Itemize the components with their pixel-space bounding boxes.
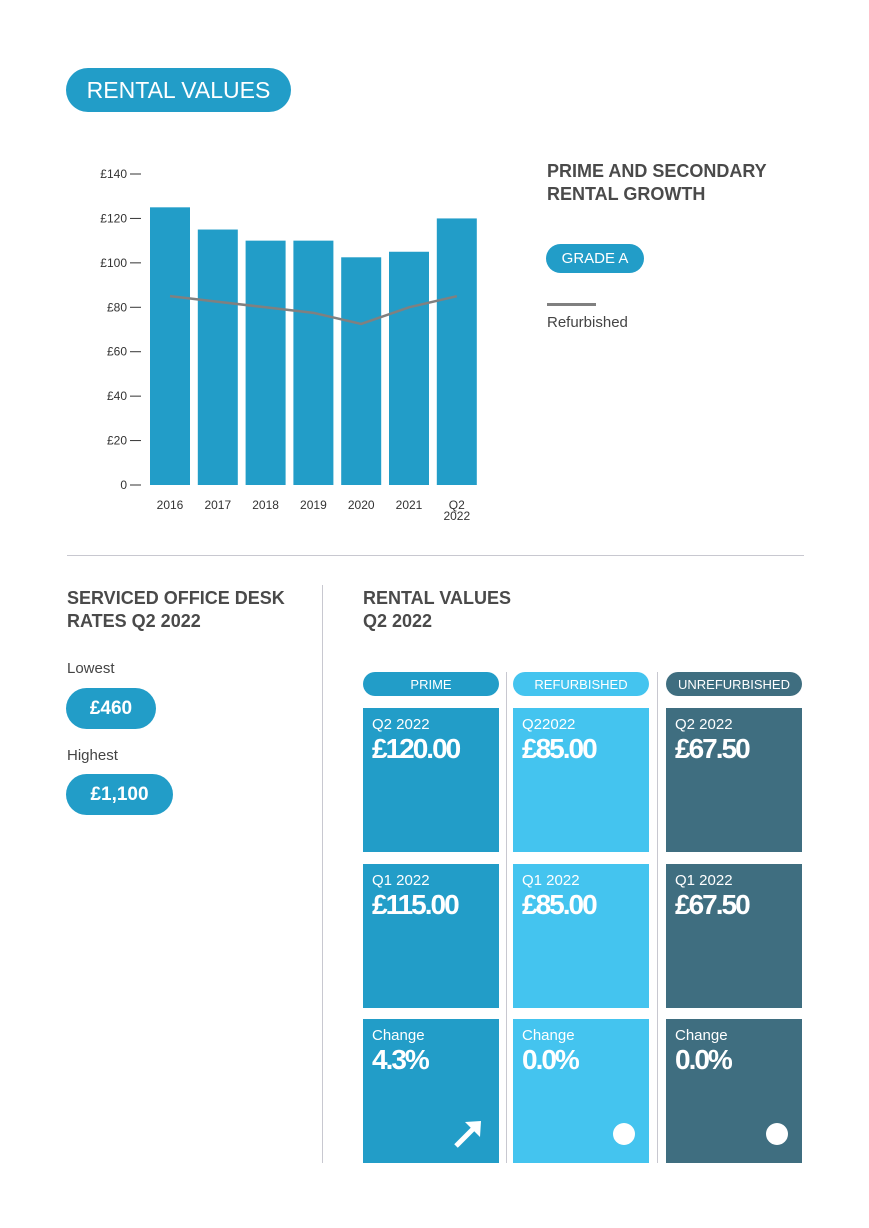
bar	[293, 240, 334, 485]
x-tick-label: 2018	[252, 498, 279, 512]
column-header-unrefurbished: UNREFURBISHED	[666, 672, 802, 696]
q2-card: Q22022 £85.00	[513, 708, 649, 852]
bar	[150, 207, 190, 486]
x-tick-label: 2021	[396, 498, 423, 512]
highest-label: Highest	[67, 747, 118, 764]
col-divider	[657, 672, 658, 1163]
refurbished-line	[169, 294, 458, 326]
dot-icon	[613, 1123, 635, 1145]
bar	[389, 251, 429, 485]
q1-label: Q1 2022	[372, 872, 430, 889]
bar	[245, 240, 286, 485]
bar-chart: 0 £20 £40 £60 £80 £100 £120 £140 2016 2017 2018 201…	[100, 167, 477, 523]
q1-value: £115.00	[372, 889, 460, 920]
col-divider	[506, 672, 507, 1163]
q2-label: Q2 2022	[372, 716, 430, 733]
page-title: RENTAL VALUES	[66, 68, 291, 112]
bar	[197, 229, 238, 485]
lowest-value: £460	[66, 688, 156, 729]
rental-title-line1: RENTAL VALUES	[363, 588, 512, 608]
q1-card: Q1 2022 £67.50	[666, 864, 802, 1008]
change-label: Change	[372, 1027, 425, 1044]
vertical-divider	[322, 585, 323, 1163]
serviced-title-line1: SERVICED OFFICE DESK	[67, 588, 285, 608]
q2-value: £67.50	[675, 733, 751, 764]
change-label: Change	[675, 1027, 728, 1044]
highest-value: £1,100	[66, 774, 173, 815]
x-tick-label: 2017	[204, 498, 231, 512]
chart-title: PRIME AND SECONDARY RENTAL GROWTH	[547, 161, 767, 204]
change-value: 4.3%	[372, 1044, 430, 1075]
q1-card: Q1 2022 £115.00	[363, 864, 499, 1008]
serviced-title-line2: RATES Q2 2022	[67, 611, 201, 631]
q1-value: £67.50	[675, 889, 751, 920]
y-tick-label: £40	[107, 389, 127, 403]
change-card: Change 4.3%	[363, 1019, 499, 1163]
q2-label: Q2 2022	[675, 716, 733, 733]
y-tick-label: 0	[120, 478, 127, 492]
change-card: Change 0.0%	[666, 1019, 802, 1163]
q2-value: £120.00	[372, 733, 461, 764]
rental-title-line2: Q2 2022	[363, 611, 433, 631]
legend-line-swatch	[547, 303, 596, 306]
y-tick-label: £60	[107, 345, 127, 359]
rental-title: RENTAL VALUES Q2 2022	[363, 587, 511, 633]
q1-value: £85.00	[522, 889, 598, 920]
y-tick-label: £80	[107, 300, 127, 314]
bar	[436, 218, 477, 485]
q2-label: Q22022	[522, 716, 576, 733]
change-value: 0.0%	[675, 1044, 733, 1075]
y-tick-label: £140	[100, 167, 127, 181]
y-tick-label: £100	[100, 256, 127, 270]
column-header-prime: PRIME	[363, 672, 499, 696]
q2-value: £85.00	[522, 733, 598, 764]
q1-label: Q1 2022	[675, 872, 733, 889]
lowest-label: Lowest	[67, 660, 115, 677]
change-card: Change 0.0%	[513, 1019, 649, 1163]
y-tick-label: £120	[100, 211, 127, 225]
q1-card: Q1 2022 £85.00	[513, 864, 649, 1008]
x-tick-label: 2019	[300, 498, 327, 512]
arrow-up-right-icon	[454, 1121, 481, 1148]
column-header-refurbished: REFURBISHED	[513, 672, 649, 696]
legend-grade-a: GRADE A	[546, 244, 644, 273]
legend-refurbished: Refurbished	[547, 314, 628, 331]
x-tick-label: 2020	[348, 498, 375, 512]
bar	[341, 257, 382, 485]
x-tick-label: Q2	[449, 498, 465, 512]
q1-label: Q1 2022	[522, 872, 580, 889]
divider	[67, 555, 804, 556]
change-value: 0.0%	[522, 1044, 580, 1075]
q2-card: Q2 2022 £120.00	[363, 708, 499, 852]
q2-card: Q2 2022 £67.50	[666, 708, 802, 852]
y-tick-label: £20	[107, 434, 127, 448]
x-tick-label: 2022	[443, 509, 470, 523]
change-label: Change	[522, 1027, 575, 1044]
dot-icon	[766, 1123, 788, 1145]
serviced-title: SERVICED OFFICE DESK RATES Q2 2022	[67, 587, 285, 633]
x-tick-label: 2016	[157, 498, 184, 512]
